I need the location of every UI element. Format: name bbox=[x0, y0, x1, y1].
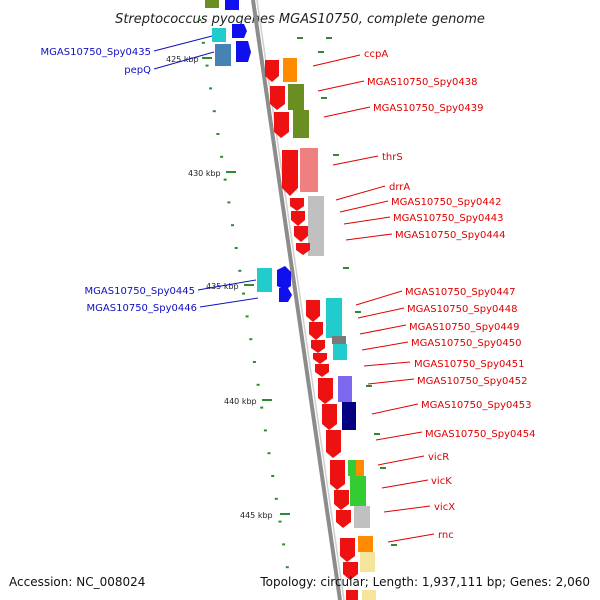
gene-block[interactable] bbox=[215, 44, 231, 66]
gene-arrow[interactable] bbox=[282, 150, 298, 196]
gene-block[interactable] bbox=[212, 28, 226, 42]
gene-arrow[interactable] bbox=[318, 378, 333, 404]
scale-label-430: 430 kbp bbox=[188, 169, 221, 178]
gene-arrow[interactable] bbox=[236, 41, 251, 62]
gene-block[interactable] bbox=[293, 110, 309, 138]
gene-arrow[interactable] bbox=[309, 322, 323, 340]
gene-block[interactable] bbox=[346, 590, 358, 600]
forward-strand-genes bbox=[265, 58, 376, 600]
gene-label-spy0443[interactable]: MGAS10750_Spy0443 bbox=[393, 213, 503, 224]
gene-block[interactable] bbox=[360, 552, 375, 572]
gene-block[interactable] bbox=[358, 536, 373, 552]
gene-label-pepQ[interactable]: pepQ bbox=[124, 65, 151, 76]
gene-block[interactable] bbox=[257, 268, 272, 292]
gene-block[interactable] bbox=[205, 0, 219, 8]
gene-arrow[interactable] bbox=[322, 404, 337, 430]
gene-block[interactable] bbox=[332, 336, 346, 344]
gene-arrow[interactable] bbox=[311, 340, 325, 353]
gene-arrow[interactable] bbox=[274, 112, 289, 138]
gene-arrow[interactable] bbox=[232, 24, 247, 38]
gene-arrow[interactable] bbox=[330, 460, 345, 490]
gene-arrow[interactable] bbox=[265, 60, 279, 82]
scale-labels: 425 kbp 430 kbp 435 kbp 440 kbp 445 kbp bbox=[166, 55, 290, 520]
gene-arrow[interactable] bbox=[343, 562, 358, 580]
gene-block[interactable] bbox=[354, 506, 370, 528]
gene-block[interactable] bbox=[362, 590, 376, 600]
gene-arrow[interactable] bbox=[277, 266, 291, 290]
scale-label-440: 440 kbp bbox=[224, 397, 257, 406]
gene-label-ccpA[interactable]: ccpA bbox=[364, 49, 388, 60]
gene-label-spy0439[interactable]: MGAS10750_Spy0439 bbox=[373, 103, 483, 114]
gene-label-spy0450[interactable]: MGAS10750_Spy0450 bbox=[411, 338, 521, 349]
scale-label-435: 435 kbp bbox=[206, 282, 239, 291]
gene-arrow[interactable] bbox=[313, 353, 327, 364]
gene-label-spy0435[interactable]: MGAS10750_Spy0435 bbox=[41, 47, 151, 58]
gene-arrow[interactable] bbox=[279, 288, 292, 302]
gene-label-spy0447[interactable]: MGAS10750_Spy0447 bbox=[405, 287, 515, 298]
gene-arrow[interactable] bbox=[340, 538, 355, 562]
gene-arrow[interactable] bbox=[326, 430, 341, 458]
scale-ticks bbox=[198, 19, 397, 569]
right-leader-lines bbox=[312, 54, 435, 543]
gene-label-spy0453[interactable]: MGAS10750_Spy0453 bbox=[421, 400, 531, 411]
scale-label-445: 445 kbp bbox=[240, 511, 273, 520]
gene-block[interactable] bbox=[342, 402, 356, 430]
gene-block[interactable] bbox=[283, 58, 297, 82]
gene-label-vicR[interactable]: vicR bbox=[428, 452, 449, 463]
gene-arrow[interactable] bbox=[290, 198, 304, 211]
gene-label-spy0451[interactable]: MGAS10750_Spy0451 bbox=[414, 359, 524, 370]
topology-text: Topology: circular; Length: 1,937,111 bp… bbox=[259, 575, 590, 589]
gene-label-spy0454[interactable]: MGAS10750_Spy0454 bbox=[425, 429, 535, 440]
gene-label-spy0446[interactable]: MGAS10750_Spy0446 bbox=[87, 303, 197, 314]
gene-arrow[interactable] bbox=[334, 490, 349, 510]
gene-label-thrS[interactable]: thrS bbox=[382, 152, 403, 163]
reverse-strand-genes bbox=[205, 0, 292, 302]
left-leader-lines bbox=[153, 35, 259, 308]
gene-arrow[interactable] bbox=[291, 211, 305, 226]
gene-label-vicK[interactable]: vicK bbox=[431, 476, 452, 487]
gene-block[interactable] bbox=[348, 460, 358, 476]
scale-label-425: 425 kbp bbox=[166, 55, 199, 64]
gene-block[interactable] bbox=[300, 148, 318, 192]
accession-text: Accession: NC_008024 bbox=[9, 575, 145, 589]
gene-arrow[interactable] bbox=[306, 300, 320, 322]
gene-label-spy0442[interactable]: MGAS10750_Spy0442 bbox=[391, 197, 501, 208]
gene-label-spy0438[interactable]: MGAS10750_Spy0438 bbox=[367, 77, 477, 88]
gene-block[interactable] bbox=[333, 344, 347, 360]
gene-block[interactable] bbox=[308, 196, 324, 256]
gene-label-spy0445[interactable]: MGAS10750_Spy0445 bbox=[85, 286, 195, 297]
gene-arrow[interactable] bbox=[336, 510, 351, 528]
gene-label-rnc[interactable]: rnc bbox=[438, 530, 454, 541]
gene-label-spy0452[interactable]: MGAS10750_Spy0452 bbox=[417, 376, 527, 387]
gene-arrow[interactable] bbox=[315, 364, 329, 377]
gene-block[interactable] bbox=[326, 298, 342, 338]
gene-arrow[interactable] bbox=[270, 86, 285, 110]
gene-label-spy0444[interactable]: MGAS10750_Spy0444 bbox=[395, 230, 505, 241]
gene-block[interactable] bbox=[356, 460, 364, 476]
gene-label-spy0448[interactable]: MGAS10750_Spy0448 bbox=[407, 304, 517, 315]
gene-label-drrA[interactable]: drrA bbox=[389, 182, 410, 193]
gene-arrow[interactable] bbox=[296, 243, 310, 255]
gene-arrow[interactable] bbox=[294, 226, 308, 242]
gene-block[interactable] bbox=[225, 0, 239, 10]
gene-label-spy0449[interactable]: MGAS10750_Spy0449 bbox=[409, 322, 519, 333]
left-gene-labels: MGAS10750_Spy0435 pepQ MGAS10750_Spy0445… bbox=[41, 47, 197, 314]
gene-label-vicX[interactable]: vicX bbox=[434, 502, 455, 513]
gene-block[interactable] bbox=[338, 376, 352, 402]
gene-block[interactable] bbox=[288, 84, 304, 110]
map-title: Streptococcus pyogenes MGAS10750, comple… bbox=[115, 12, 485, 27]
gene-block[interactable] bbox=[350, 476, 366, 506]
right-gene-labels: ccpA MGAS10750_Spy0438 MGAS10750_Spy0439… bbox=[364, 49, 535, 541]
